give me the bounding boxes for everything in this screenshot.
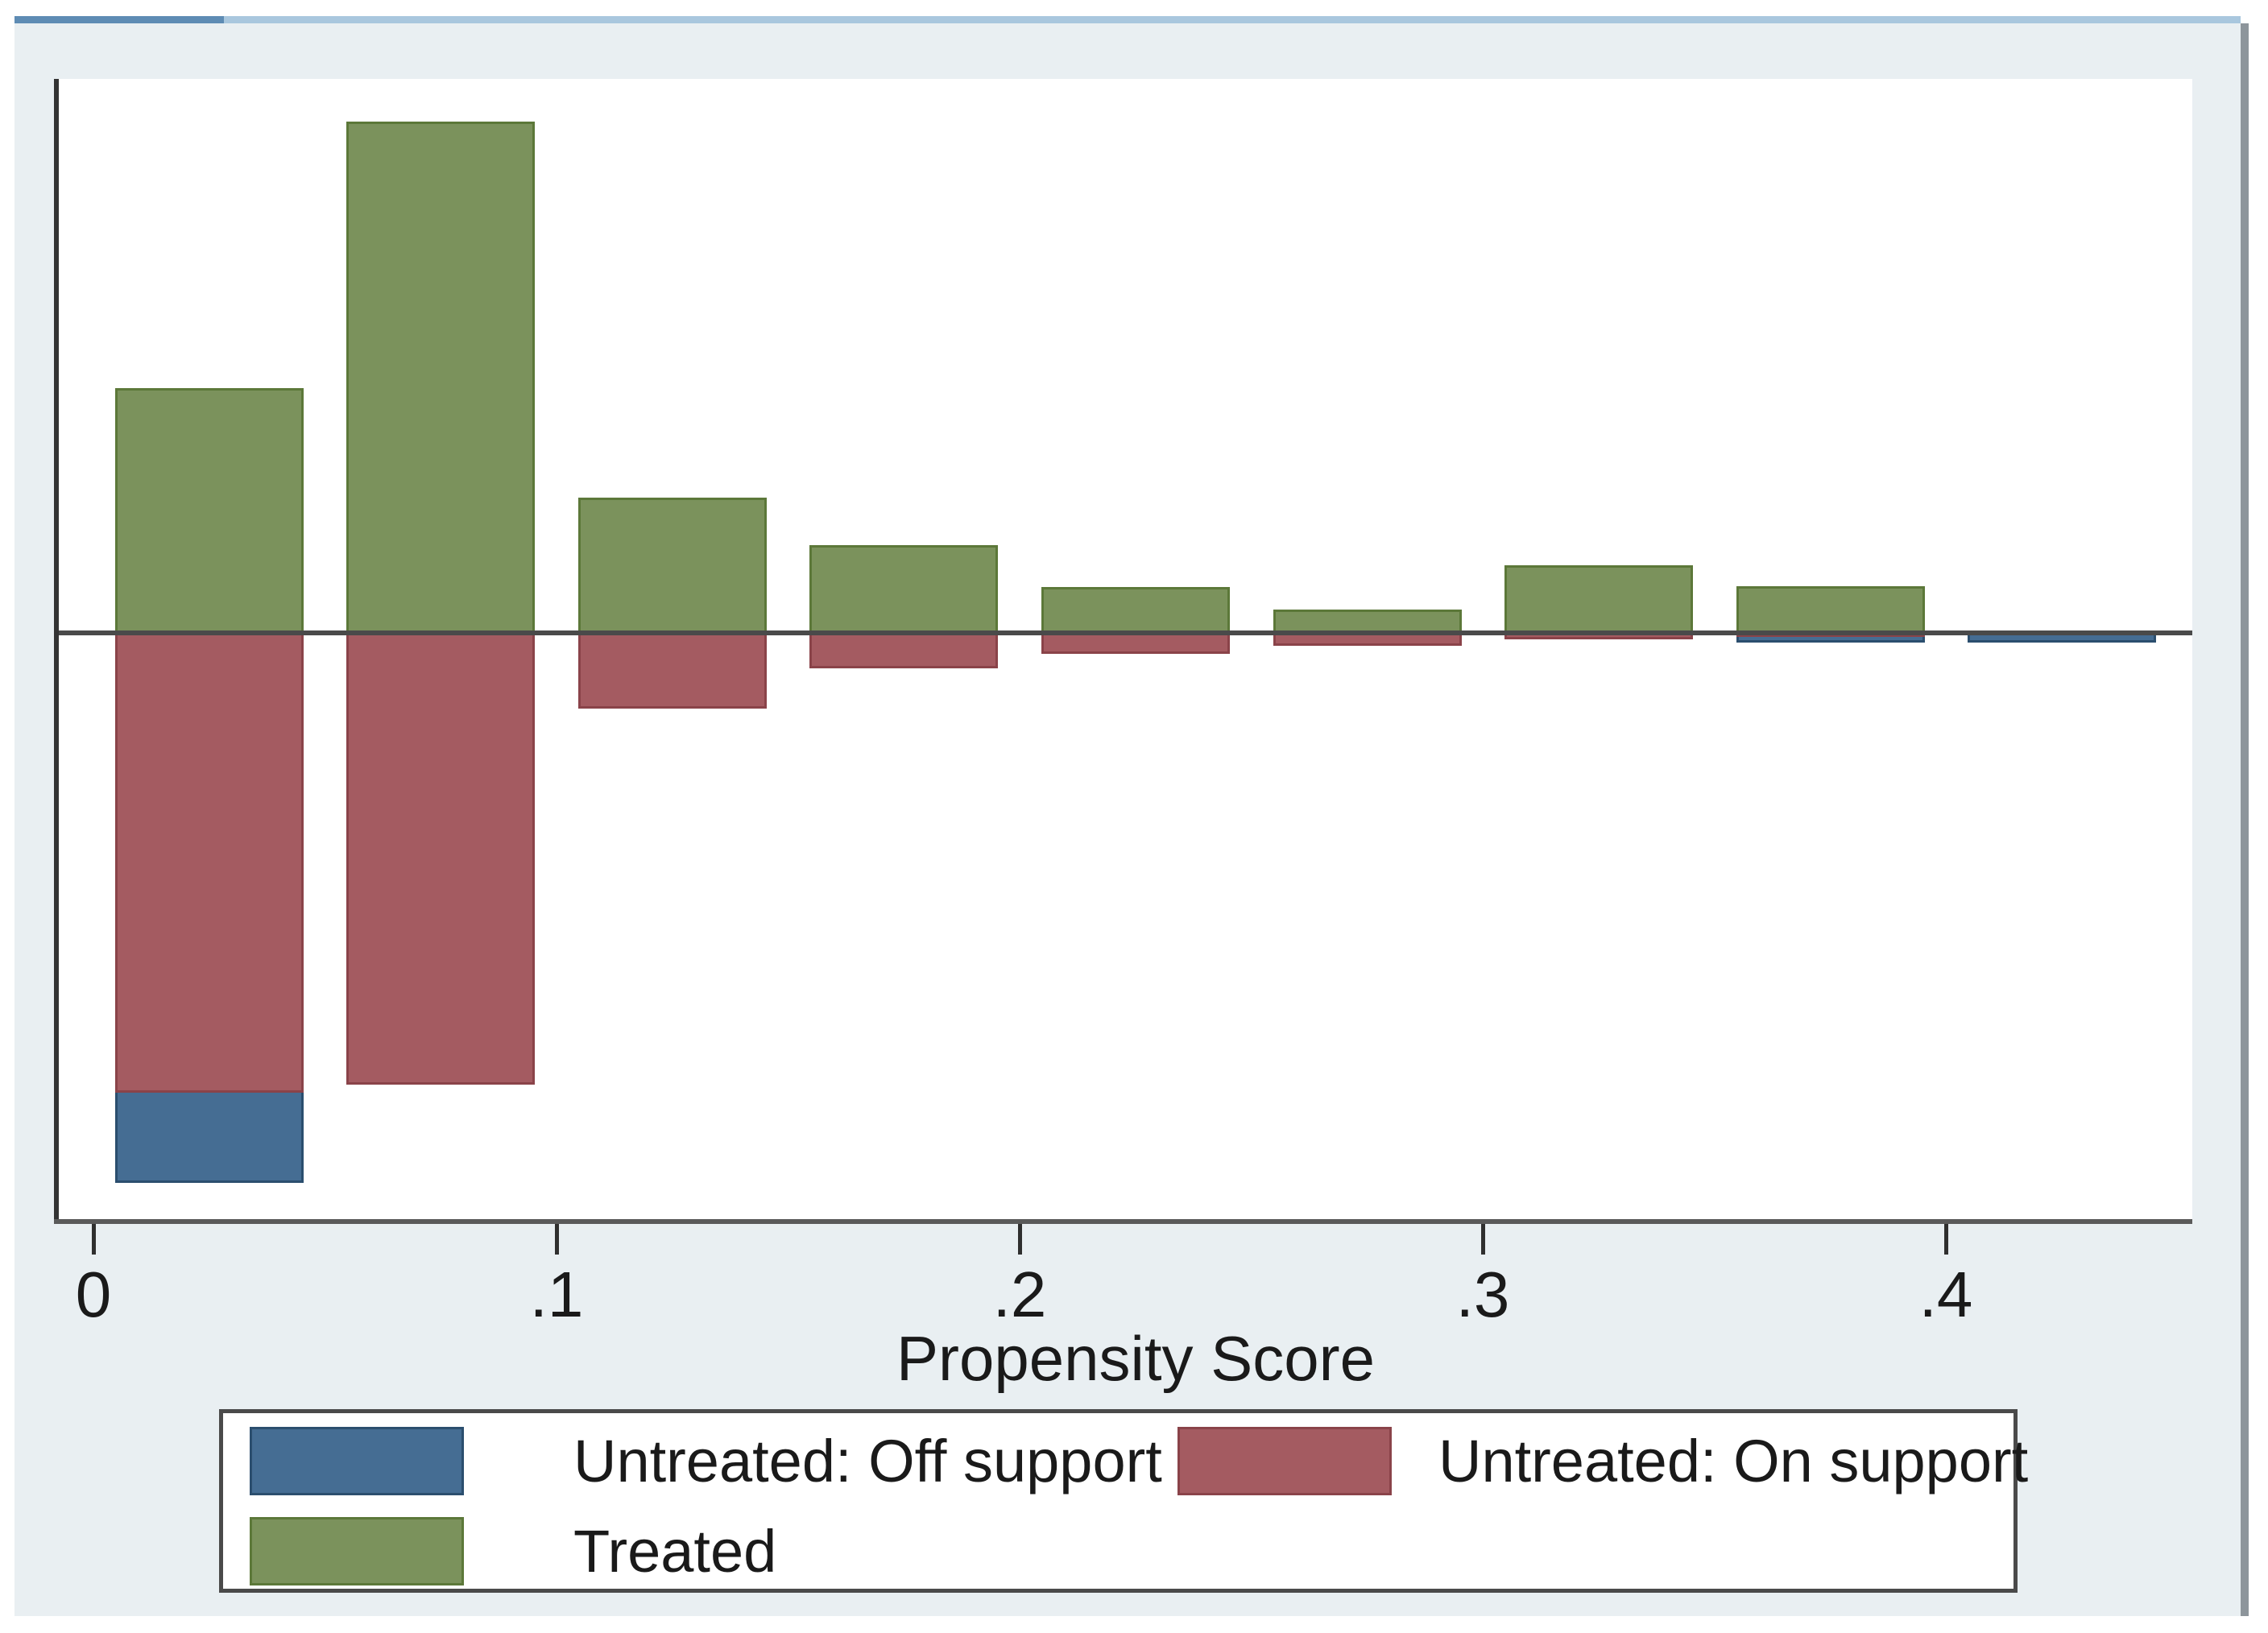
treated-bar-segment [1504, 565, 1693, 633]
x-axis-tick-label: .1 [529, 1259, 584, 1330]
treated-bar-segment [346, 122, 535, 633]
x-axis-tick-label: .3 [1455, 1259, 1510, 1330]
treated-bar-segment [1736, 586, 1925, 633]
legend-label: Treated [573, 1518, 777, 1585]
treated-legend-swatch [250, 1517, 464, 1585]
x-axis-tick [1481, 1224, 1485, 1255]
zero-baseline [59, 630, 2192, 635]
treated-bar-segment [115, 388, 304, 633]
window-top-edge-line-dark-segment [14, 16, 224, 23]
untreated-off-support-bar-segment [1736, 637, 1925, 643]
x-axis-tick [92, 1224, 96, 1255]
untreated_on-legend-swatch [1177, 1427, 1392, 1495]
x-axis-tick [555, 1224, 559, 1255]
treated-bar-segment [578, 498, 767, 633]
treated-bar-segment [1273, 610, 1462, 633]
untreated-on-support-bar-segment [1041, 633, 1230, 654]
x-axis-tick-label: 0 [75, 1259, 112, 1330]
x-axis-line [54, 1219, 2192, 1224]
x-axis-tick-label: .2 [992, 1259, 1047, 1330]
window-top-edge-line [14, 16, 2241, 23]
legend-label: Untreated: On support [1438, 1428, 2029, 1495]
treated-bar-segment [1041, 587, 1230, 633]
untreated-on-support-bar-segment [1273, 633, 1462, 646]
untreated-on-support-bar-segment [346, 633, 535, 1085]
untreated-on-support-bar-segment [1504, 633, 1693, 639]
untreated_off-legend-swatch [250, 1427, 464, 1495]
x-axis-tick [1944, 1224, 1948, 1255]
treated-bar-segment [809, 545, 998, 633]
untreated-on-support-bar-segment [578, 633, 767, 709]
legend-box [219, 1409, 2018, 1593]
window-right-edge-line [2241, 23, 2249, 1616]
x-axis-title: Propensity Score [896, 1323, 1375, 1394]
untreated-on-support-bar-segment [115, 633, 304, 1093]
untreated-off-support-bar-segment [115, 1093, 304, 1183]
untreated-off-support-bar-segment [1968, 633, 2156, 643]
untreated-on-support-bar-segment [809, 633, 998, 668]
x-axis-tick-label: .4 [1918, 1259, 1973, 1330]
x-axis-tick [1018, 1224, 1022, 1255]
legend-label: Untreated: Off support [573, 1428, 1162, 1495]
y-axis-line [54, 79, 59, 1224]
